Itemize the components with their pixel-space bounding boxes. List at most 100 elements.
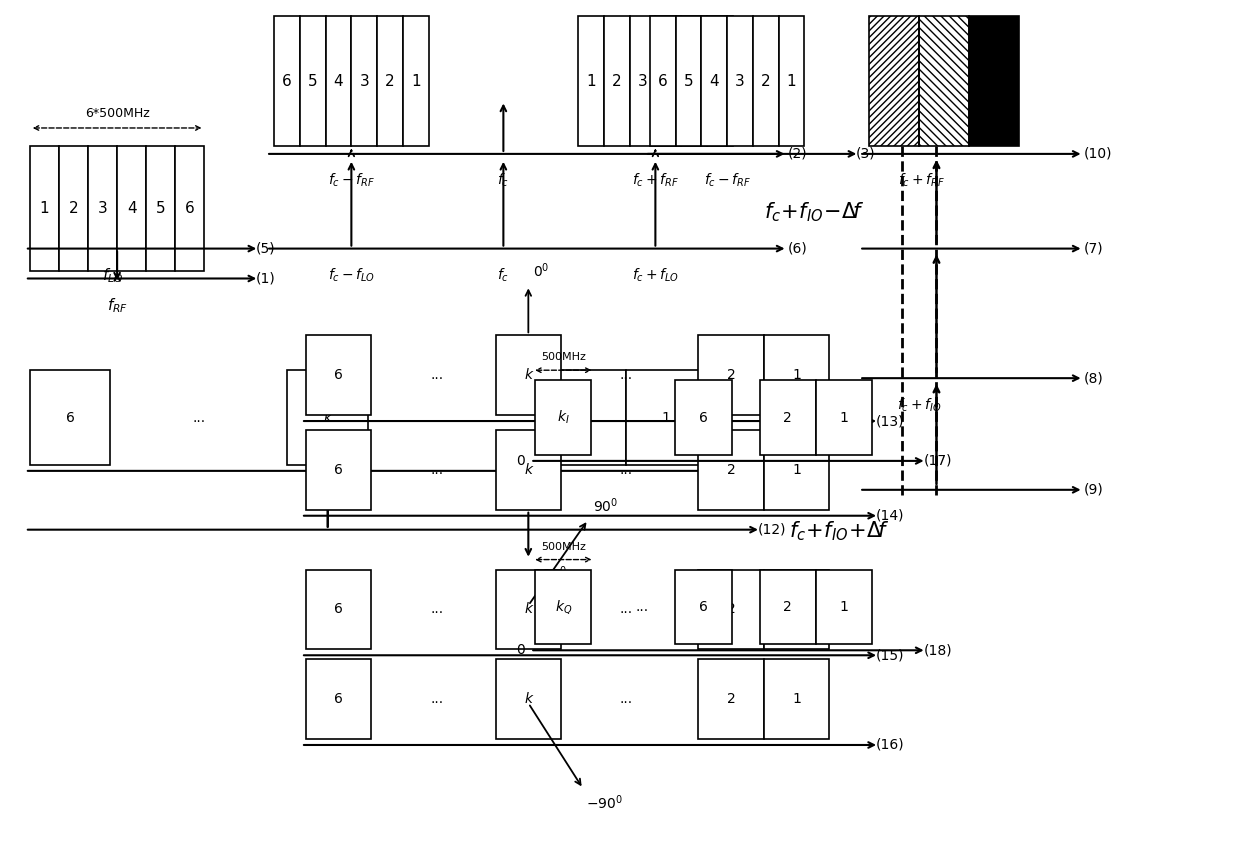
Text: $f_c+f_{RF}$: $f_c+f_{RF}$ [632, 172, 678, 189]
Bar [698, 569, 764, 649]
Text: $-90^0$: $-90^0$ [587, 794, 622, 813]
Text: $k_I$: $k_I$ [557, 409, 569, 426]
Bar [377, 16, 403, 146]
Text: 5: 5 [689, 74, 699, 89]
Text: $f_c+f_{RF}$: $f_c+f_{RF}$ [898, 172, 945, 189]
Bar [681, 16, 707, 146]
Text: (1): (1) [257, 271, 277, 286]
Bar [779, 16, 805, 146]
Bar [676, 381, 732, 455]
Text: $f_c\!+\!f_{IO}\!-\!\Delta\!f$: $f_c\!+\!f_{IO}\!-\!\Delta\!f$ [764, 200, 864, 224]
Text: 2: 2 [727, 369, 735, 382]
Text: (10): (10) [1084, 147, 1112, 161]
Bar [656, 16, 681, 146]
Text: 6: 6 [335, 369, 343, 382]
Text: 1: 1 [839, 411, 848, 424]
Text: 2: 2 [784, 411, 792, 424]
Bar [274, 16, 300, 146]
Text: 6: 6 [335, 603, 343, 616]
Text: ...: ... [450, 411, 463, 424]
Bar [764, 660, 830, 739]
Text: $f_c-f_{RF}$: $f_c-f_{RF}$ [327, 172, 374, 189]
Text: ...: ... [430, 369, 444, 382]
Bar [625, 370, 706, 465]
Text: 6: 6 [283, 74, 291, 89]
Text: 3: 3 [98, 201, 108, 216]
Text: $90^0$: $90^0$ [593, 496, 619, 515]
Text: 5: 5 [683, 74, 693, 89]
Bar [760, 381, 816, 455]
Text: 2: 2 [727, 603, 735, 616]
Text: 2: 2 [386, 74, 394, 89]
Text: k: k [525, 603, 532, 616]
Text: (6): (6) [787, 242, 807, 256]
Text: 500MHz: 500MHz [541, 352, 585, 362]
Text: $180^0$: $180^0$ [533, 565, 568, 583]
Text: (5): (5) [257, 242, 275, 256]
Text: ...: ... [635, 600, 649, 614]
Text: $f_c+f_{IO}$: $f_c+f_{IO}$ [897, 396, 941, 413]
Bar [30, 146, 60, 270]
Text: 1: 1 [40, 201, 50, 216]
Bar [88, 146, 117, 270]
Text: (13): (13) [875, 414, 904, 428]
Text: 1: 1 [786, 74, 796, 89]
Text: (14): (14) [875, 509, 904, 523]
Bar [306, 569, 372, 649]
Text: 6: 6 [66, 411, 74, 424]
Text: 3: 3 [637, 74, 647, 89]
Text: 500MHz: 500MHz [541, 542, 585, 552]
Bar [698, 430, 764, 510]
Bar [578, 16, 604, 146]
Bar [869, 16, 919, 146]
Text: $f_{RF}$: $f_{RF}$ [107, 296, 128, 315]
Bar [326, 16, 351, 146]
Bar [604, 16, 630, 146]
Text: ...: ... [620, 463, 632, 477]
Bar [546, 370, 625, 465]
Text: 1: 1 [410, 74, 420, 89]
Bar [698, 660, 764, 739]
Bar [764, 569, 830, 649]
Text: $f_c$: $f_c$ [497, 267, 510, 284]
Text: 6*500MHz: 6*500MHz [84, 107, 150, 120]
Text: $f_c\!+\!f_{IO}\!+\!\Delta\!f$: $f_c\!+\!f_{IO}\!+\!\Delta\!f$ [789, 520, 889, 543]
Text: k: k [525, 692, 532, 706]
Text: (7): (7) [1084, 242, 1104, 256]
Text: 1: 1 [839, 600, 848, 614]
Bar [403, 16, 429, 146]
Bar [816, 569, 872, 644]
Bar [727, 16, 753, 146]
Text: 2: 2 [727, 692, 735, 706]
Text: 1: 1 [792, 463, 801, 477]
Text: $f_c+f_{LO}$: $f_c+f_{LO}$ [631, 267, 680, 284]
Bar [496, 660, 560, 739]
Text: 3: 3 [360, 74, 370, 89]
Text: k: k [525, 463, 532, 477]
Text: (17): (17) [924, 454, 952, 468]
Text: 3: 3 [735, 74, 745, 89]
Bar [30, 370, 110, 465]
Bar [351, 16, 377, 146]
Text: ...: ... [620, 692, 632, 706]
Text: 6: 6 [715, 74, 724, 89]
Text: 1: 1 [792, 603, 801, 616]
Text: $f_{LO}$: $f_{LO}$ [102, 267, 123, 285]
Text: 4: 4 [126, 201, 136, 216]
Text: 2: 2 [761, 74, 770, 89]
Bar [306, 430, 372, 510]
Bar [146, 146, 175, 270]
Text: 1: 1 [792, 369, 801, 382]
Text: ...: ... [430, 603, 444, 616]
Text: 2: 2 [727, 463, 735, 477]
Text: 4: 4 [663, 74, 673, 89]
Text: (2): (2) [787, 147, 807, 161]
Bar [630, 16, 656, 146]
Bar [707, 16, 733, 146]
Text: (16): (16) [875, 738, 905, 752]
Text: 0: 0 [517, 454, 526, 468]
Text: ...: ... [620, 369, 632, 382]
Bar [702, 16, 727, 146]
Bar [676, 16, 702, 146]
Text: (18): (18) [924, 643, 952, 657]
